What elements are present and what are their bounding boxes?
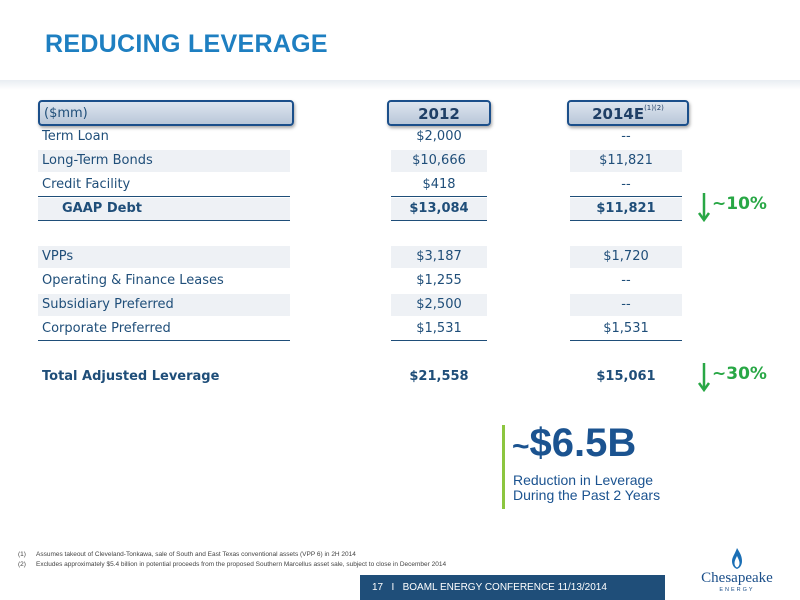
total-leverage-2014e: $15,061 (596, 369, 656, 384)
footnote-1: (1) Assumes takeout of Cleveland-Tonkawa,… (18, 551, 356, 558)
footnote-reference: (1)(2) (644, 104, 664, 112)
units-header: ($mm) (38, 100, 294, 126)
row-label-vpps: VPPs (42, 249, 74, 264)
callout-accent-bar (502, 425, 505, 509)
row-shade (38, 150, 290, 172)
gaap-debt-2012: $13,084 (409, 201, 469, 216)
total-rule (570, 220, 682, 221)
gaap-debt-reduction: ~10% (712, 194, 767, 214)
row-shade (391, 150, 487, 172)
row-label-subsidiary-preferred: Subsidiary Preferred (42, 297, 174, 312)
footer-separator: I (391, 582, 395, 593)
term-loan-2014e: -- (621, 129, 631, 144)
logo-wordmark: Chesapeake (701, 570, 773, 586)
footnote-2: (2) Excludes approximately $5.4 billion i… (18, 561, 446, 568)
total-leverage-reduction: ~30% (712, 364, 767, 384)
term-loan-2012: $2,000 (416, 129, 462, 144)
row-label-term-loan: Term Loan (42, 129, 109, 144)
subtotal-rule (391, 340, 487, 341)
credit-facility-2012: $418 (422, 177, 456, 192)
column-header-2014e-label: 2014E (592, 105, 645, 123)
callout-line-2: During the Past 2 Years (513, 487, 661, 503)
row-label-gaap-debt: GAAP Debt (62, 201, 142, 216)
flame-icon (732, 548, 742, 569)
total-rule (391, 220, 487, 221)
corporate-preferred-2014e: $1,531 (603, 321, 649, 336)
row-shade (570, 150, 682, 172)
row-label-total-adjusted-leverage: Total Adjusted Leverage (42, 369, 220, 384)
footer-text: 17 I BOAML ENERGY CONFERENCE 11/13/2014 (372, 582, 607, 593)
credit-facility-2014e: -- (621, 177, 631, 192)
subsidiary-preferred-2014e: -- (621, 297, 631, 312)
row-shade (38, 198, 290, 220)
logo-subtitle: ENERGY (719, 587, 755, 593)
row-shade (391, 246, 487, 268)
row-shade (570, 246, 682, 268)
conference-name: BOAML ENERGY CONFERENCE 11/13/2014 (402, 582, 607, 593)
subtotal-rule (391, 196, 487, 197)
long-term-bonds-2014e: $11,821 (599, 153, 653, 168)
row-shade (391, 294, 487, 316)
footnote-1-number: (1) (18, 551, 26, 558)
subsidiary-preferred-2012: $2,500 (416, 297, 462, 312)
footnote-2-text: Excludes approximately $5.4 billion in p… (36, 561, 447, 568)
vpps-2012: $3,187 (416, 249, 462, 264)
row-shade (570, 198, 682, 220)
row-shade (38, 246, 290, 268)
page-title: REDUCING LEVERAGE (45, 30, 328, 58)
row-label-long-term-bonds: Long-Term Bonds (42, 153, 153, 168)
row-label-corporate-preferred: Corporate Preferred (42, 321, 171, 336)
column-header-2014e: 2014E(1)(2) (567, 100, 689, 126)
down-arrow-icon (697, 363, 711, 392)
leases-2012: $1,255 (416, 273, 462, 288)
down-arrow-icon (697, 193, 711, 222)
total-rule (38, 220, 290, 221)
leases-2014e: -- (621, 273, 631, 288)
title-divider (0, 80, 800, 90)
page-number: 17 (372, 582, 384, 593)
callout-caption: Reduction in Leverage During the Past 2 … (513, 473, 693, 503)
row-label-operating-finance-leases: Operating & Finance Leases (42, 273, 224, 288)
callout-amount: $6.5B (529, 421, 637, 465)
row-label-credit-facility: Credit Facility (42, 177, 131, 192)
row-shade (38, 294, 290, 316)
callout-line-1: Reduction in Leverage (513, 472, 654, 488)
long-term-bonds-2012: $10,666 (412, 153, 466, 168)
total-leverage-2012: $21,558 (409, 369, 469, 384)
company-logo: Chesapeake ENERGY (681, 548, 793, 596)
corporate-preferred-2012: $1,531 (416, 321, 462, 336)
subtotal-rule (570, 196, 682, 197)
callout-tilde: ~ (512, 430, 530, 463)
vpps-2014e: $1,720 (603, 249, 649, 264)
footnote-2-number: (2) (18, 561, 26, 568)
footer-bar (360, 575, 665, 600)
column-header-2012: 2012 (387, 100, 491, 126)
callout-value: ~$6.5B (512, 421, 636, 466)
gaap-debt-2014e: $11,821 (596, 201, 656, 216)
row-shade (391, 198, 487, 220)
subtotal-rule (38, 196, 290, 197)
subtotal-rule (570, 340, 682, 341)
row-shade (570, 294, 682, 316)
footnote-1-text: Assumes takeout of Cleveland-Tonkawa, sa… (36, 551, 356, 558)
subtotal-rule (38, 340, 290, 341)
